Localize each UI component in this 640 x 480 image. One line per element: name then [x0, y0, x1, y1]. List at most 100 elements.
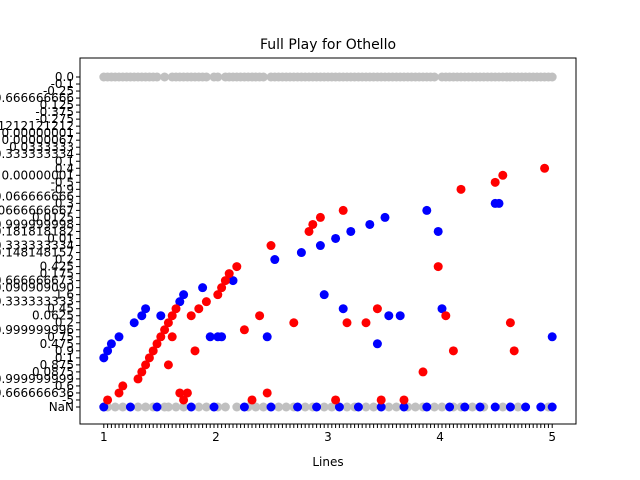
y-tick-label: 0.3	[55, 196, 74, 210]
y-tick-label: 0.333333334	[0, 239, 74, 253]
data-point	[521, 402, 531, 412]
x-tick-label: 4	[436, 430, 444, 444]
data-point	[186, 311, 196, 321]
data-point	[152, 72, 162, 82]
x-axis: 1 2 3 4 5	[100, 424, 556, 444]
y-tick-label: 0.9	[55, 344, 74, 358]
data-point	[209, 402, 219, 412]
y-tick-label: 0.475	[40, 337, 74, 351]
y-tick-label: 0.6	[55, 379, 74, 393]
data-point	[331, 395, 341, 405]
data-point	[156, 311, 166, 321]
data-point	[141, 402, 151, 412]
data-point	[270, 255, 280, 265]
data-point	[391, 402, 401, 412]
data-point	[505, 402, 515, 412]
y-tick-label: -0.25	[43, 84, 74, 98]
y-tick-label: 1.6	[55, 288, 74, 302]
data-point	[384, 311, 394, 321]
data-point	[372, 304, 382, 314]
data-point	[144, 353, 154, 363]
data-point	[300, 402, 310, 412]
data-point	[498, 170, 508, 180]
y-axis: NaN-50.6666666360.6-0.9999999990.08750.8…	[0, 70, 80, 414]
data-point	[228, 276, 238, 286]
data-point	[133, 374, 143, 384]
data-point	[179, 290, 189, 300]
y-tick-label: 0.999999998	[0, 217, 74, 231]
data-point	[509, 346, 519, 356]
x-tick-label: 1	[100, 430, 108, 444]
data-point	[152, 339, 162, 349]
data-point	[148, 346, 158, 356]
data-point	[182, 388, 192, 398]
data-point	[456, 184, 466, 194]
data-point	[163, 360, 173, 370]
data-point	[540, 163, 550, 173]
data-point	[395, 311, 405, 321]
y-tick-label: 0.00000067	[1, 133, 74, 147]
data-point	[490, 402, 500, 412]
data-point	[429, 72, 439, 82]
data-point	[361, 318, 371, 328]
data-point	[179, 395, 189, 405]
data-point	[296, 248, 306, 258]
data-point	[467, 402, 477, 412]
data-point	[448, 346, 458, 356]
data-point	[315, 241, 325, 251]
y-tick-label: 0.875	[40, 358, 74, 372]
data-point	[163, 318, 173, 328]
data-point	[369, 402, 379, 412]
data-point	[103, 395, 113, 405]
data-point	[399, 395, 409, 405]
data-point	[547, 402, 557, 412]
data-point	[433, 262, 443, 272]
data-point	[346, 226, 356, 236]
data-point	[262, 332, 272, 342]
y-tick-label: 0.181818182	[0, 224, 74, 238]
data-point	[224, 269, 234, 279]
x-axis-label: Lines	[312, 455, 343, 469]
data-point	[262, 388, 272, 398]
data-point	[376, 402, 386, 412]
data-point	[422, 205, 432, 215]
data-point	[255, 311, 265, 321]
data-point	[266, 402, 276, 412]
data-point	[422, 402, 432, 412]
y-tick-label: 0.666666636	[0, 386, 74, 400]
data-point	[266, 241, 276, 251]
data-point	[232, 262, 242, 272]
data-point	[410, 402, 420, 412]
data-point	[239, 325, 249, 335]
data-point	[361, 402, 371, 412]
data-point	[156, 332, 166, 342]
y-tick-label: 0.0625	[32, 309, 74, 323]
data-point	[433, 226, 443, 236]
y-tick-label: -0.9	[51, 182, 74, 196]
data-point	[376, 395, 386, 405]
y-tick-label: 0.425	[40, 260, 74, 274]
data-point	[319, 402, 329, 412]
y-tick-label: 0.066666666	[0, 189, 74, 203]
data-point	[247, 395, 257, 405]
data-point	[129, 318, 139, 328]
data-point	[429, 402, 439, 412]
data-point	[133, 402, 143, 412]
data-point	[171, 304, 181, 314]
data-point	[319, 290, 329, 300]
y-tick-label: 0.090909090	[0, 281, 74, 295]
data-point	[490, 177, 500, 187]
data-point	[213, 290, 223, 300]
data-point	[152, 402, 162, 412]
data-point	[372, 339, 382, 349]
y-tick-label: -0.1	[51, 77, 74, 91]
data-point	[251, 402, 261, 412]
data-points	[99, 72, 557, 412]
data-point	[194, 304, 204, 314]
data-point	[342, 318, 352, 328]
data-point	[99, 402, 109, 412]
y-tick-label: 0.2	[55, 253, 74, 267]
data-point	[114, 388, 124, 398]
data-point	[437, 304, 447, 314]
